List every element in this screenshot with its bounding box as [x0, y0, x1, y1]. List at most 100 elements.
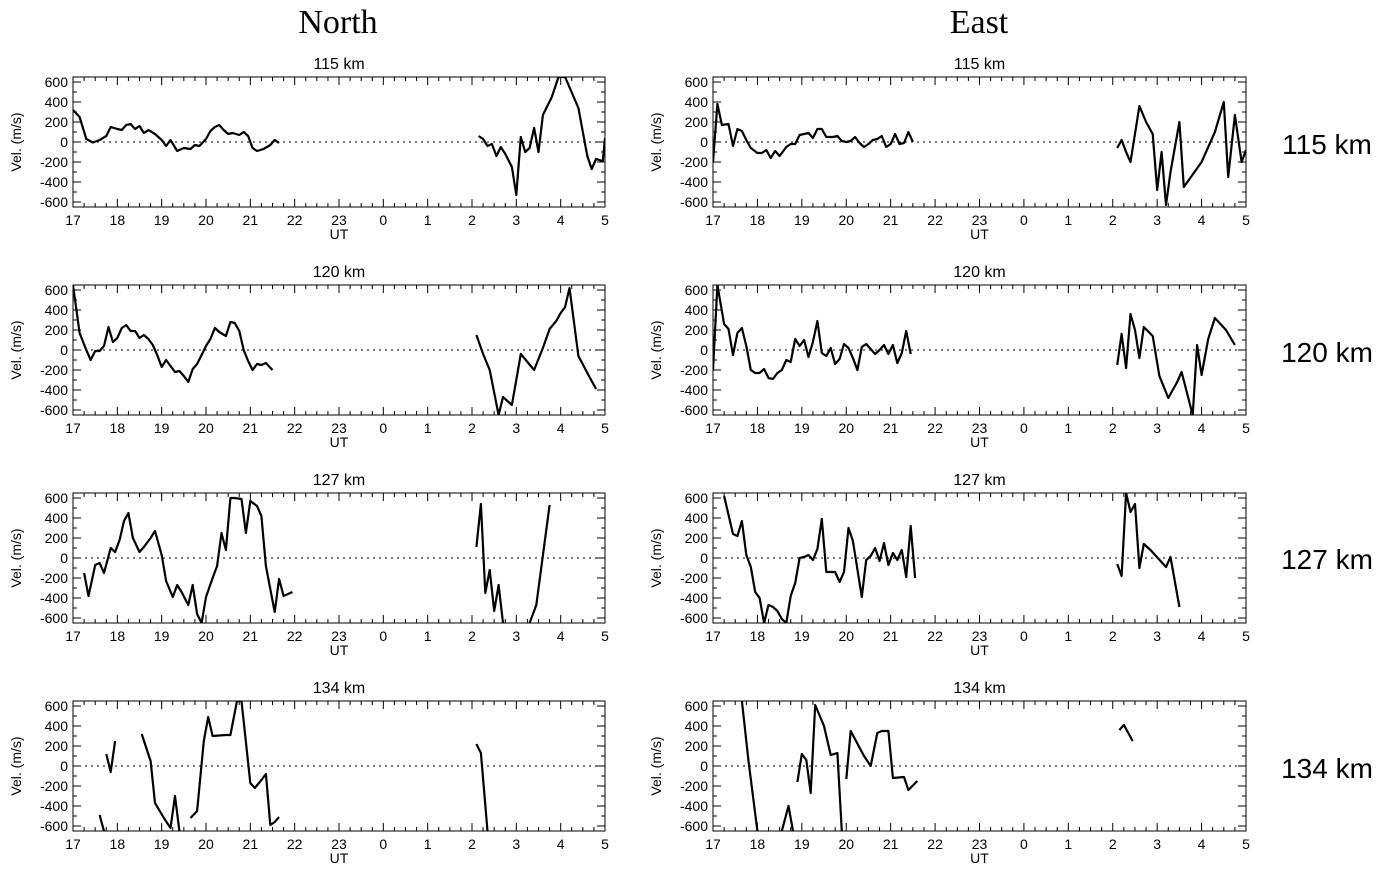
x-tick-label: 18	[110, 212, 126, 228]
x-tick-label: 22	[927, 420, 943, 436]
y-tick-label: -600	[40, 402, 68, 418]
y-axis-label: Vel. (m/s)	[648, 736, 664, 795]
series-line	[73, 285, 274, 384]
x-tick-label: 5	[1242, 836, 1250, 852]
panel-title: 127 km	[313, 472, 365, 489]
y-tick-label: -200	[680, 570, 708, 586]
series-line	[780, 804, 795, 831]
x-tick-label: 18	[750, 628, 766, 644]
x-tick-label: 4	[557, 836, 565, 852]
x-tick-label: 17	[705, 212, 721, 228]
series-line	[740, 701, 759, 831]
y-tick-label: -400	[40, 798, 68, 814]
x-tick-label: 0	[1020, 628, 1028, 644]
y-tick-label: -600	[680, 610, 708, 626]
y-tick-label: 0	[700, 758, 708, 774]
x-tick-label: 19	[794, 212, 810, 228]
x-tick-label: 4	[557, 212, 565, 228]
x-tick-label: 2	[1109, 628, 1117, 644]
x-tick-label: 5	[601, 420, 609, 436]
x-tick-label: 3	[1153, 420, 1161, 436]
x-tick-label: 22	[287, 836, 303, 852]
x-tick-label: 3	[512, 628, 520, 644]
x-axis-label: UT	[330, 642, 349, 658]
x-tick-label: 0	[379, 212, 387, 228]
x-tick-label: 21	[883, 628, 899, 644]
x-tick-label: 0	[1020, 420, 1028, 436]
x-axis-label: UT	[330, 850, 349, 866]
y-tick-label: 400	[685, 510, 709, 526]
x-tick-label: 21	[243, 212, 259, 228]
x-tick-label: 3	[1153, 836, 1161, 852]
x-tick-label: 5	[1242, 212, 1250, 228]
y-axis-label: Vel. (m/s)	[648, 528, 664, 587]
x-tick-label: 2	[468, 628, 476, 644]
x-tick-label: 4	[1198, 836, 1206, 852]
y-tick-label: 0	[60, 550, 68, 566]
y-tick-label: -600	[680, 402, 708, 418]
x-tick-label: 19	[154, 836, 170, 852]
x-tick-label: 2	[468, 420, 476, 436]
x-tick-label: 1	[1064, 628, 1072, 644]
x-tick-label: 18	[750, 836, 766, 852]
x-tick-label: 3	[1153, 212, 1161, 228]
x-tick-label: 4	[557, 628, 565, 644]
y-tick-label: 0	[60, 134, 68, 150]
x-tick-label: 5	[601, 836, 609, 852]
x-tick-label: 17	[65, 836, 81, 852]
y-tick-label: -600	[680, 194, 708, 210]
y-tick-label: 400	[685, 94, 709, 110]
y-axis-label: Vel. (m/s)	[648, 320, 664, 379]
y-tick-label: -600	[40, 610, 68, 626]
x-tick-label: 3	[512, 212, 520, 228]
panel-title: 127 km	[953, 472, 1005, 489]
x-tick-label: 21	[883, 420, 899, 436]
x-tick-label: 22	[927, 836, 943, 852]
series-line	[796, 703, 843, 831]
panel-title: 134 km	[313, 680, 365, 697]
x-tick-label: 2	[1109, 212, 1117, 228]
y-tick-label: -200	[680, 778, 708, 794]
x-tick-label: 22	[287, 628, 303, 644]
y-tick-label: 400	[45, 94, 69, 110]
series-line	[1118, 723, 1134, 742]
series-line	[140, 733, 181, 831]
y-tick-label: 600	[45, 282, 69, 298]
y-axis-label: Vel. (m/s)	[8, 528, 24, 587]
y-tick-label: 200	[685, 322, 709, 338]
x-axis-label: UT	[970, 850, 989, 866]
x-tick-label: 3	[1153, 628, 1161, 644]
x-tick-label: 0	[379, 420, 387, 436]
x-axis-label: UT	[330, 434, 349, 450]
y-tick-label: 200	[685, 114, 709, 130]
x-tick-label: 2	[468, 212, 476, 228]
y-tick-label: 600	[685, 74, 709, 90]
x-tick-label: 22	[927, 212, 943, 228]
x-tick-label: 5	[1242, 420, 1250, 436]
x-tick-label: 3	[512, 420, 520, 436]
y-tick-label: 600	[685, 282, 709, 298]
y-tick-label: -400	[40, 174, 68, 190]
x-tick-label: 1	[1064, 212, 1072, 228]
x-tick-label: 23	[331, 420, 347, 436]
x-tick-label: 3	[512, 836, 520, 852]
y-axis-label: Vel. (m/s)	[648, 112, 664, 171]
series-line	[475, 502, 505, 623]
x-tick-label: 23	[972, 212, 988, 228]
x-tick-label: 20	[198, 628, 214, 644]
series-line	[845, 729, 919, 792]
x-tick-label: 21	[243, 836, 259, 852]
x-tick-label: 18	[750, 420, 766, 436]
y-tick-label: 400	[685, 718, 709, 734]
x-tick-label: 5	[601, 628, 609, 644]
x-tick-label: 0	[1020, 212, 1028, 228]
y-tick-label: -200	[680, 154, 708, 170]
x-tick-label: 1	[424, 420, 432, 436]
x-tick-label: 20	[838, 628, 854, 644]
x-tick-label: 1	[424, 628, 432, 644]
x-tick-label: 18	[750, 212, 766, 228]
column-title-north: North	[298, 4, 377, 41]
